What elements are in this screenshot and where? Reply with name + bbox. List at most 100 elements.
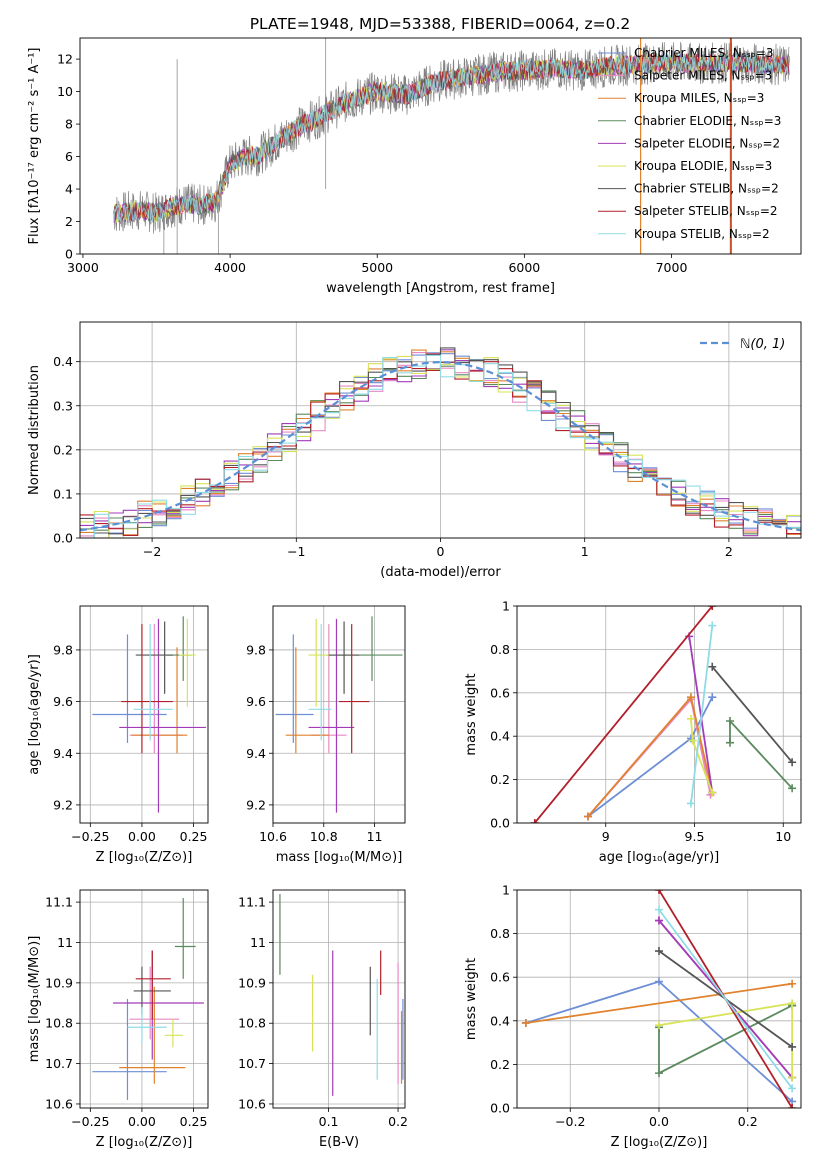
massweight_vs_Z-xtick-label: 0.0 xyxy=(649,1114,669,1129)
mass_vs_EBV-frame xyxy=(272,889,406,1109)
age_vs_mass-point xyxy=(326,616,403,681)
massweight_vs_Z-xtick-label: −0.2 xyxy=(555,1114,585,1129)
massweight_vs_age-ytick-label: 0.2 xyxy=(490,772,510,787)
age_vs_mass-points xyxy=(275,616,403,813)
massweight_vs_age-marker xyxy=(726,738,734,747)
residuals-frame xyxy=(79,321,802,539)
residuals-ytick-label: 0.1 xyxy=(53,486,73,501)
massweight_vs_Z-marker xyxy=(655,1069,663,1078)
residuals-histogram xyxy=(80,354,801,538)
figure-title: PLATE=1948, MJD=53388, FIBERID=0064, z=0… xyxy=(250,15,631,33)
massweight_vs_Z-ytick-label: 0.6 xyxy=(490,970,510,985)
massweight_vs_age-marker xyxy=(708,693,717,702)
residuals-xtick-label: 0 xyxy=(437,544,445,559)
massweight_vs_age-marker xyxy=(686,799,695,808)
mass_vs_Z-point xyxy=(174,898,196,979)
massweight_vs_age-line xyxy=(711,666,793,763)
mass_vs_EBV-points xyxy=(279,894,404,1096)
massweight_vs_Z-frame xyxy=(516,889,802,1109)
legend-label: Kroupa MILES, Nₛₛₚ=3 xyxy=(634,91,764,105)
residuals-histogram xyxy=(80,347,801,538)
age_vs_mass-point xyxy=(308,624,332,741)
spectrum-ytick-label: 8 xyxy=(65,117,73,132)
massweight_vs_age-marker xyxy=(708,788,717,797)
spectrum-ytick-label: 2 xyxy=(65,214,73,229)
age_vs_mass-ytick-label: 9.8 xyxy=(246,642,266,657)
massweight_vs_Z-marker xyxy=(655,947,663,956)
mass_vs_Z-ytick-label: 11.1 xyxy=(45,895,73,910)
age_vs_mass-xlabel: mass [log₁₀(M/M⊙)] xyxy=(276,850,403,865)
mass_vs_EBV-xlabel: E(B-V) xyxy=(319,1135,359,1150)
age_vs_Z-xtick-label: −0.25 xyxy=(71,829,109,844)
massweight_vs_Z-marker xyxy=(788,1042,797,1051)
massweight_vs_age-ytick-label: 0.6 xyxy=(490,685,510,700)
age_vs_mass-point xyxy=(308,618,329,707)
age_vs_Z-frame xyxy=(79,605,209,824)
age_vs_mass-point xyxy=(308,618,355,813)
age_vs_Z-ylabel: age [log₁₀(age/yr)] xyxy=(27,654,42,775)
massweight_vs_Z-marker xyxy=(655,890,663,894)
massweight_vs_Z-marker xyxy=(655,1021,663,1030)
age_vs_Z-point xyxy=(179,618,196,707)
age_vs_Z-point xyxy=(131,647,188,754)
mass_vs_Z-ytick-label: 10.7 xyxy=(45,1056,73,1071)
age_vs_mass-point xyxy=(328,621,360,694)
massweight_vs_age-xlabel: age [log₁₀(age/yr)] xyxy=(599,850,720,865)
massweight_vs_Z-xlabel: Z [log₁₀(Z/Z⊙)] xyxy=(611,1135,708,1150)
age_vs_Z-xtick-label: 0.00 xyxy=(128,829,156,844)
mass_vs_EBV-xtick-label: 0.2 xyxy=(388,1114,408,1129)
age_vs_mass-xtick-label: 11 xyxy=(367,829,383,844)
residuals-legend-label: ℕ(0, 1) xyxy=(740,337,785,352)
massweight_vs_Z-marker xyxy=(655,905,663,914)
massweight_vs_age-ytick-label: 0.8 xyxy=(490,642,510,657)
spectrum-xtick-label: 5000 xyxy=(361,260,393,275)
residuals-axes: −2 −1 0 1 2 0.0 0.1 0.2 0.3 0.4 (data-model)/error… xyxy=(27,322,801,580)
age_vs_Z-point xyxy=(121,624,173,754)
massweight_vs_Z-xtick-label: 0.2 xyxy=(738,1114,758,1129)
legend-label: Chabrier MILES, Nₛₛₚ=3 xyxy=(634,46,774,60)
residuals-xtick-label: 1 xyxy=(581,544,589,559)
mass_vs_Z-point xyxy=(92,999,167,1100)
massweight_vs_Z-ytick-label: 0.8 xyxy=(490,926,510,941)
age_vs_mass-xtick-label: 10.6 xyxy=(259,829,287,844)
massweight_vs_age-marker xyxy=(708,621,717,630)
age_vs_Z-point xyxy=(119,618,206,813)
spectrum-legend: Chabrier MILES, Nₛₛₚ=3 Salpeter MILES, Nₛ… xyxy=(598,46,781,241)
age_vs_Z-axes: −0.25 0.00 0.25 9.2 9.4 9.6 9.8 Z [log₁₀(Z/Z⊙)]… xyxy=(27,606,208,865)
age_vs_mass-xtick-label: 10.8 xyxy=(310,829,338,844)
massweight_vs_age-xtick-label: 10 xyxy=(775,829,791,844)
age_vs_mass-axes: 10.6 10.8 11 9.2 9.4 9.6 9.8 mass [log₁₀(M/M⊙)] xyxy=(246,606,405,865)
massweight_vs_Z-marker xyxy=(788,979,797,988)
massweight_vs_age-marker xyxy=(530,819,539,823)
spectrum-xlabel: wavelength [Angstrom, rest frame] xyxy=(326,281,555,296)
mass_vs_Z-xtick-label: 0.25 xyxy=(180,1114,208,1129)
massweight_vs_Z-marker xyxy=(655,916,663,925)
massweight_vs_age-marker xyxy=(584,812,592,821)
massweight_vs_age-xtick-label: 9.5 xyxy=(685,829,705,844)
mass_vs_Z-ytick-label: 10.8 xyxy=(45,1016,73,1031)
spectrum-ylabel: Flux [fλ10⁻¹⁷ erg cm⁻² s⁻¹ A⁻¹] xyxy=(27,48,42,245)
age_vs_Z-xlabel: Z [log₁₀(Z/Z⊙)] xyxy=(96,850,193,865)
age_vs_mass-point xyxy=(275,634,314,743)
massweight_vs_age-line xyxy=(690,625,714,804)
massweight_vs_Z-ytick-label: 0.0 xyxy=(490,1101,510,1116)
mass_vs_Z-ytick-label: 10.9 xyxy=(45,975,73,990)
mass_vs_Z-xtick-label: −0.25 xyxy=(71,1114,109,1129)
legend-label: Kroupa ELODIE, Nₛₛₚ=3 xyxy=(634,159,772,173)
massweight_vs_Z-axes: −0.2 0.0 0.2 0.0 0.2 0.4 0.6 0.8 1 Z [log₁₀(Z/Z⊙)… xyxy=(464,883,801,1150)
spectrum-ytick-label: 0 xyxy=(65,247,73,262)
massweight_vs_age-marker xyxy=(726,717,734,726)
residuals-xtick-label: 2 xyxy=(725,544,733,559)
spectrum-xtick-label: 3000 xyxy=(67,260,99,275)
mass_vs_Z-point xyxy=(113,950,204,1060)
mass_vs_Z-frame xyxy=(79,889,209,1109)
mass_vs_Z-points xyxy=(92,898,204,1100)
age_vs_Z-ytick-label: 9.8 xyxy=(53,642,73,657)
spectrum-ytick-label: 12 xyxy=(57,52,73,67)
massweight_vs_age-marker xyxy=(686,714,695,723)
legend-label: Chabrier ELODIE, Nₛₛₚ=3 xyxy=(634,114,781,128)
residuals-ytick-label: 0.0 xyxy=(53,531,73,546)
spectrum-xtick-label: 7000 xyxy=(656,260,688,275)
mass_vs_EBV-axes: 0.1 0.2 10.6 10.7 10.8 10.9 11 11.1 E(B-V) xyxy=(238,890,408,1150)
spectrum-xtick-label: 4000 xyxy=(214,260,246,275)
